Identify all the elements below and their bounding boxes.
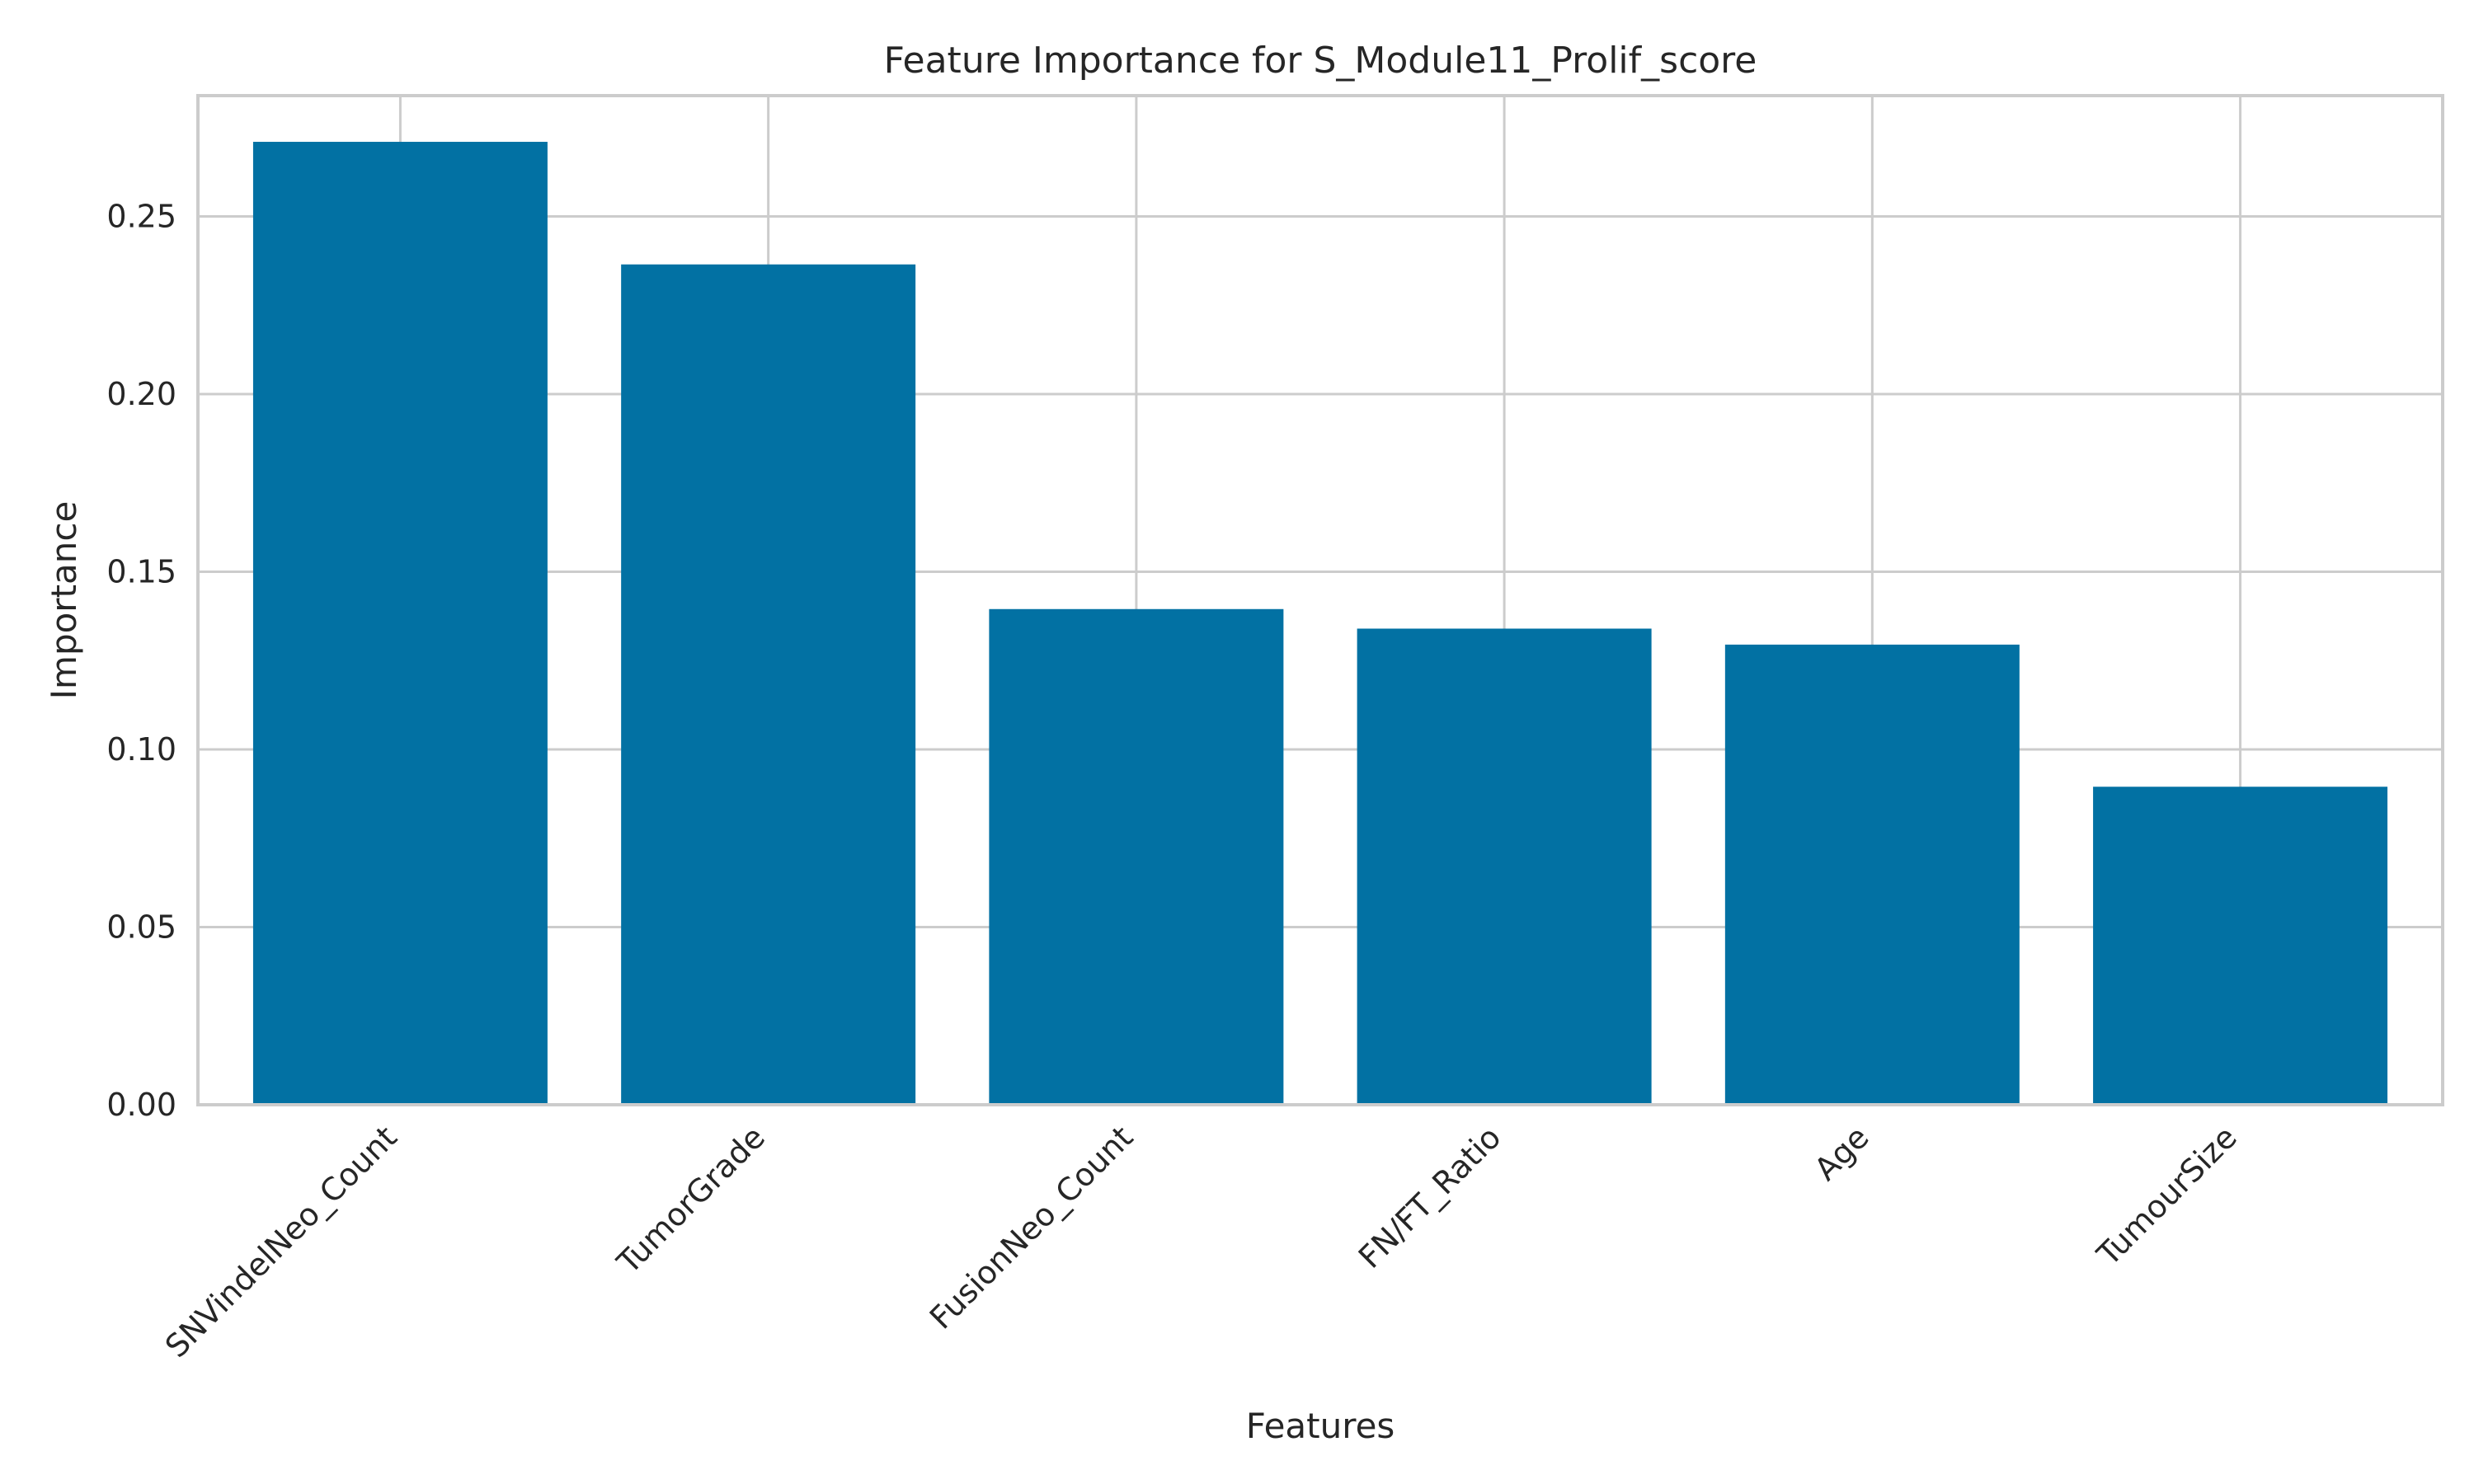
y-tick-labels: 0.00 0.05 0.10 0.15 0.20 0.25 — [106, 199, 176, 1123]
y-tick-label: 0.25 — [106, 199, 176, 235]
bar — [1724, 644, 2020, 1105]
y-tick-label: 0.10 — [106, 731, 176, 768]
bar — [2093, 787, 2388, 1105]
y-tick-label: 0.05 — [106, 909, 176, 946]
bar — [252, 142, 548, 1105]
y-tick-label: 0.15 — [106, 554, 176, 590]
x-tick-label: SNVindelNeo_Count — [158, 1119, 404, 1364]
x-tick-label: FusionNeo_Count — [923, 1119, 1140, 1336]
y-axis-label: Importance — [44, 501, 84, 700]
bar — [989, 608, 1284, 1105]
x-tick-label: TumorGrade — [609, 1119, 772, 1281]
x-axis-label: Features — [1246, 1406, 1395, 1446]
chart-title: Feature Importance for S_Module11_Prolif… — [884, 40, 1757, 82]
plot-frame — [196, 94, 2444, 1106]
bar — [1357, 628, 1652, 1105]
x-tick-label: TumourSize — [2090, 1119, 2244, 1273]
grid — [198, 96, 2443, 1106]
x-tick-label: Age — [1808, 1119, 1876, 1187]
bar — [621, 264, 916, 1105]
y-tick-label: 0.00 — [106, 1087, 176, 1123]
x-tick-labels: SNVindelNeo_Count TumorGrade FusionNeo_Cou… — [158, 1119, 2244, 1364]
x-tick-label: FN/FT_Ratio — [1352, 1119, 1508, 1275]
y-tick-label: 0.20 — [106, 376, 176, 412]
bars — [252, 142, 2388, 1105]
